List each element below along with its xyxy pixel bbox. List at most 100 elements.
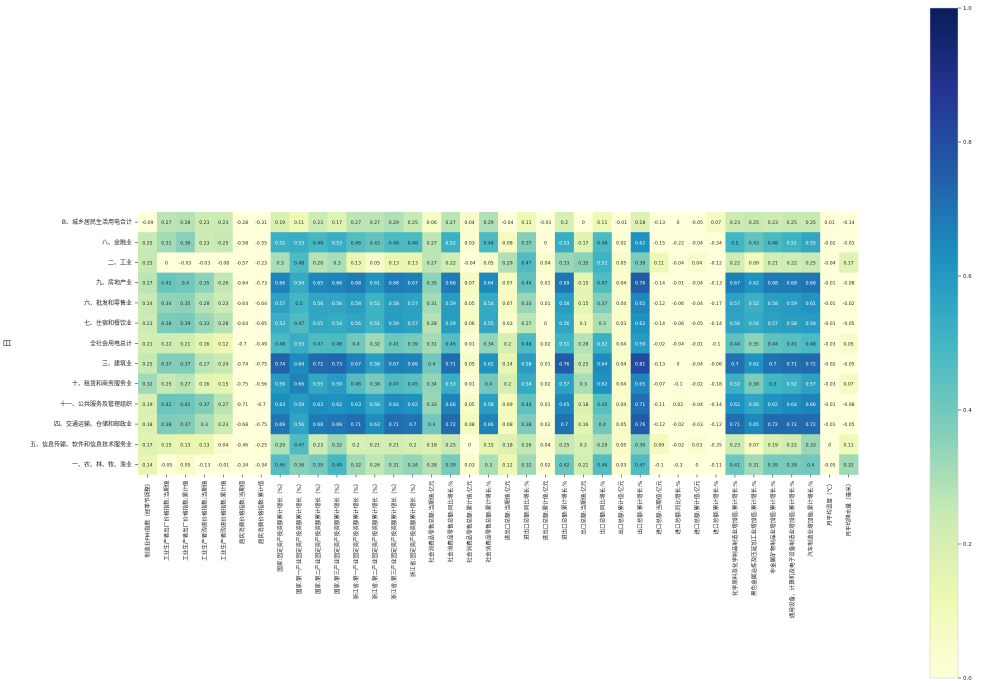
heatmap-cell-value: -0.02 — [672, 422, 684, 428]
heatmap-cell — [422, 272, 442, 294]
heatmap-cell — [175, 212, 196, 233]
heatmap-cell — [554, 272, 575, 294]
heatmap-cell-value: 0.51 — [370, 321, 380, 327]
heatmap-cell-value: 0.5 — [769, 382, 776, 388]
heatmap-cell-value: 0.32 — [844, 463, 854, 469]
heatmap-cell — [592, 313, 613, 334]
heatmap-cell — [441, 212, 461, 233]
heatmap-cell-value: -0.13 — [653, 362, 665, 368]
heatmap-cell — [479, 292, 499, 314]
heatmap-cell — [138, 252, 158, 273]
heatmap-cell-value: 0.23 — [730, 442, 740, 448]
heatmap-cell — [422, 333, 442, 354]
heatmap-cell-value: 0.21 — [389, 442, 399, 448]
heatmap-cell — [460, 353, 480, 374]
heatmap-cell-value: 0.46 — [446, 341, 456, 347]
heatmap-cell — [156, 212, 177, 233]
heatmap-cell-value: 0.4 — [428, 422, 435, 428]
heatmap-cell — [744, 333, 764, 354]
heatmap-cell-value: 0.56 — [313, 301, 323, 307]
heatmap-cell — [194, 393, 215, 415]
heatmap-cell — [649, 434, 669, 455]
heatmap-cell-value: -0.75 — [255, 362, 267, 368]
heatmap-cell — [327, 393, 347, 415]
heatmap-cell-value: 0.05 — [616, 422, 626, 428]
heatmap-cell-value: -0.64 — [236, 321, 248, 327]
heatmap-cell — [194, 252, 215, 273]
heatmap-cell — [706, 232, 726, 253]
heatmap-cell — [308, 434, 328, 455]
heatmap-cell — [573, 393, 594, 415]
heatmap-cell-value: -0.04 — [824, 261, 836, 267]
heatmap-cell — [213, 353, 234, 374]
heatmap-cell-value: 0.28 — [218, 321, 228, 327]
heatmap-cell-value: 0.48 — [389, 240, 399, 246]
heatmap-cell-value: 0.34 — [427, 382, 437, 388]
heatmap-cell — [763, 414, 783, 435]
heatmap-cell-value: 0.07 — [749, 442, 759, 448]
heatmap-cell — [194, 292, 215, 314]
heatmap-cell-value: 0.47 — [389, 382, 399, 388]
column-label: 居民消费价格指数:累计值 — [257, 480, 265, 544]
heatmap-cell-value: 0.65 — [635, 382, 645, 388]
heatmap-cell — [251, 212, 271, 233]
heatmap-cell — [403, 292, 423, 314]
heatmap-cell-value: 0.36 — [635, 442, 645, 448]
column-label: 进口总额:累计增长:% — [712, 481, 720, 535]
heatmap-cell — [441, 353, 461, 374]
heatmap-cell — [289, 212, 309, 233]
heatmap-cell — [308, 272, 328, 294]
heatmap-cell-value: 0.01 — [540, 362, 550, 368]
heatmap-cell — [422, 454, 442, 475]
heatmap-cell-value: 0.39 — [787, 463, 797, 469]
heatmap-cell — [554, 414, 575, 435]
heatmap-cell-value: 0.24 — [218, 362, 228, 368]
heatmap-cell — [422, 414, 442, 435]
heatmap-cell-value: 0.27 — [199, 362, 209, 368]
heatmap-cell — [346, 272, 366, 294]
heatmap-cell — [554, 252, 575, 273]
column-label: 工业生产者购进价格指数:累计值 — [219, 480, 227, 561]
heatmap-cell-value: 0.32 — [521, 463, 531, 469]
column-label: 浙江省:第二产业固定资产投资额累计增长（%） — [371, 481, 379, 600]
heatmap-cell-value: 0.59 — [787, 301, 797, 307]
heatmap-cell — [308, 414, 328, 435]
heatmap-cell — [535, 272, 556, 294]
heatmap-cell-value: 0.25 — [806, 261, 816, 267]
heatmap-cell-value: 0.15 — [218, 382, 228, 388]
heatmap-cell — [820, 232, 840, 253]
heatmap-cell — [403, 212, 423, 233]
heatmap-cell — [573, 292, 594, 314]
heatmap-cell-value: 0.15 — [578, 281, 588, 287]
heatmap-cell — [479, 232, 499, 253]
heatmap-cell-value: -0.12 — [653, 301, 665, 307]
heatmap-cell-value: 0.3 — [333, 261, 340, 267]
heatmap-cell — [744, 252, 764, 273]
row-label: 七、住宿和餐饮业 — [84, 319, 132, 327]
heatmap-cell-value: 0.57 — [559, 382, 569, 388]
heatmap-cell-value: 0.56 — [749, 402, 759, 408]
heatmap-cell-value: 0.62 — [749, 362, 759, 368]
row-label: B、城乡居民生活用电合计 — [62, 218, 132, 226]
heatmap-cell — [346, 333, 366, 354]
heatmap-cell — [194, 313, 215, 334]
heatmap-cell-value: 0.1 — [580, 321, 587, 327]
heatmap-cell-value: 0.11 — [844, 442, 854, 448]
heatmap-cell-value: 0.44 — [730, 341, 740, 347]
heatmap-cell-value: 0.68 — [446, 281, 456, 287]
heatmap-cell-value: -0.11 — [710, 463, 722, 469]
heatmap-cell-value: -0.14 — [710, 321, 722, 327]
heatmap-cell-value: 0.33 — [199, 321, 209, 327]
heatmap-cell — [725, 353, 745, 374]
heatmap-cell-value: -0.64 — [236, 281, 248, 287]
heatmap-cell — [232, 414, 252, 435]
heatmap-cell — [479, 414, 499, 435]
heatmap-cell — [820, 393, 840, 415]
heatmap-cell-value: 0.02 — [540, 463, 550, 469]
heatmap-cell — [460, 333, 480, 354]
heatmap-cell — [251, 252, 271, 273]
heatmap-cell-value: 0.55 — [313, 321, 323, 327]
heatmap-cell — [327, 353, 347, 374]
heatmap-cell — [649, 373, 669, 395]
